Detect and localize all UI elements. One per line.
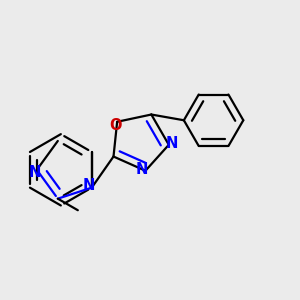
Text: N: N <box>166 136 178 151</box>
Text: O: O <box>109 118 122 133</box>
Text: N: N <box>136 162 148 177</box>
Text: N: N <box>29 165 41 180</box>
Text: N: N <box>82 178 94 194</box>
